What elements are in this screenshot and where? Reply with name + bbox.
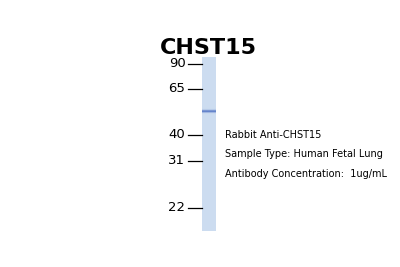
Bar xyxy=(202,109,216,110)
Bar xyxy=(202,111,216,112)
Bar xyxy=(202,114,216,115)
Bar xyxy=(202,111,216,112)
Bar xyxy=(202,113,216,114)
Text: Sample Type: Human Fetal Lung: Sample Type: Human Fetal Lung xyxy=(225,149,383,159)
Bar xyxy=(202,108,216,109)
Text: 22: 22 xyxy=(168,201,186,214)
Text: 40: 40 xyxy=(169,128,186,141)
Bar xyxy=(202,112,216,113)
Bar xyxy=(202,110,216,111)
Text: 90: 90 xyxy=(169,57,186,70)
Text: CHST15: CHST15 xyxy=(160,38,257,58)
Bar xyxy=(202,113,216,114)
Text: 31: 31 xyxy=(168,154,186,167)
Bar xyxy=(202,108,216,109)
Text: 65: 65 xyxy=(168,82,186,95)
Bar xyxy=(202,112,216,113)
Bar xyxy=(202,109,216,110)
Bar xyxy=(202,108,216,109)
Text: Rabbit Anti-CHST15: Rabbit Anti-CHST15 xyxy=(225,130,322,140)
Bar xyxy=(202,110,216,111)
Bar xyxy=(202,112,216,113)
Bar xyxy=(202,110,216,111)
Bar xyxy=(202,111,216,112)
Bar xyxy=(202,57,216,231)
Bar xyxy=(202,109,216,110)
Text: Antibody Concentration:  1ug/mL: Antibody Concentration: 1ug/mL xyxy=(225,169,387,179)
